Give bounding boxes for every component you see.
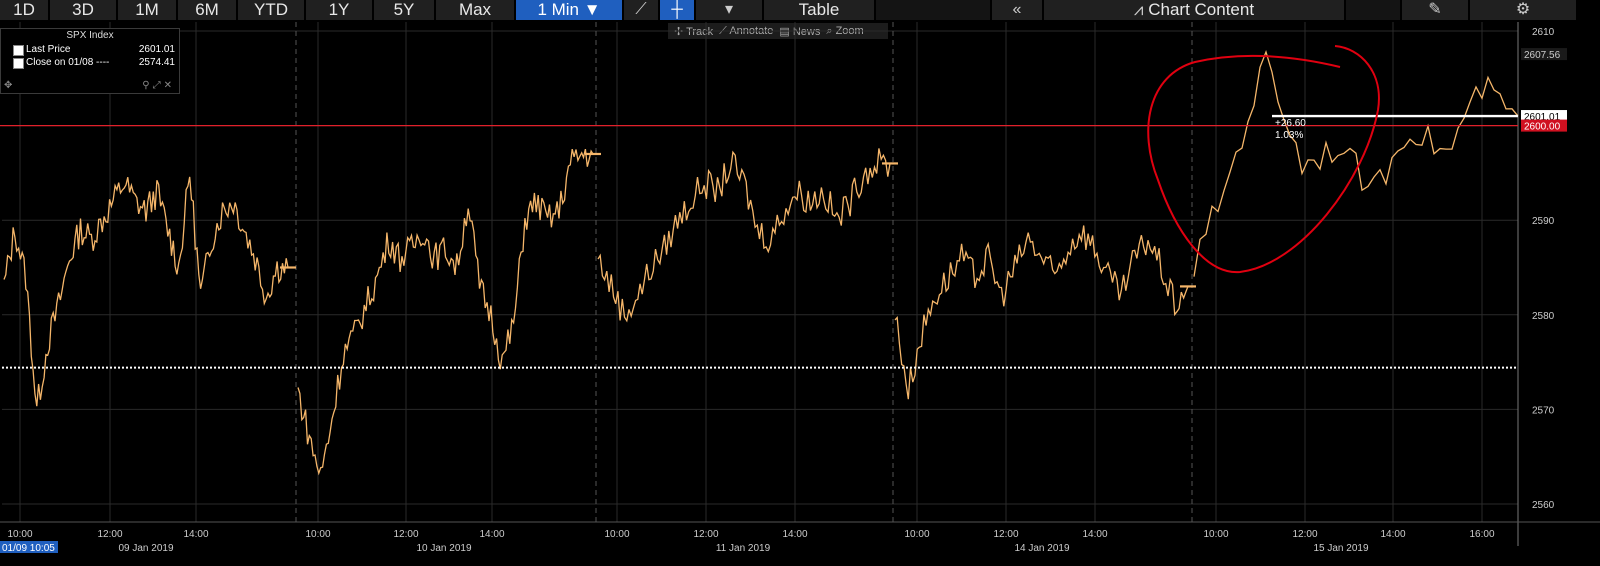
edit-icon[interactable]: ✎	[1402, 0, 1468, 20]
checkbox[interactable]	[13, 45, 24, 56]
price-series-line	[297, 148, 594, 476]
top-price-badge: 2607.56	[1524, 50, 1561, 61]
range-button-6m[interactable]: 6M	[178, 0, 236, 20]
range-button-1y[interactable]: 1Y	[306, 0, 372, 20]
x-tick-label: 12:00	[1292, 529, 1317, 540]
change-abs-label: +26.60	[1275, 118, 1306, 129]
x-tick-label: 14:00	[479, 529, 504, 540]
range-button-max[interactable]: Max	[436, 0, 514, 20]
table-button[interactable]: Table	[764, 0, 874, 20]
y-tick-label: 2610	[1532, 27, 1555, 38]
line-chart-icon[interactable]: ⟋	[624, 0, 658, 20]
x-tick-label: 10:00	[7, 529, 32, 540]
cursor-date-badge-bg	[0, 541, 58, 553]
x-tick-label: 14:00	[1082, 529, 1107, 540]
toolbar-spacer	[1346, 0, 1400, 20]
toolbar-spacer	[876, 0, 990, 20]
change-pct-label: 1.03%	[1275, 130, 1303, 141]
legend-tools[interactable]: ⚲⤢✕	[142, 80, 175, 91]
last-price-badge: 2601.01	[1524, 112, 1561, 123]
chart-content-label: Chart Content	[1148, 0, 1255, 19]
price-series-line	[597, 148, 891, 323]
x-tick-label: 14:00	[782, 529, 807, 540]
date-label: 14 Jan 2019	[1014, 543, 1069, 554]
more-dropdown-icon[interactable]: ▾	[696, 0, 762, 20]
toolbar: 1D 3D 1M 6M YTD 1Y 5Y Max 1 Min ▼ ⟋ ┼ ▾ Table «⩘ Char…	[0, 0, 1600, 22]
legend-value: 2574.41	[138, 57, 175, 68]
chart-icon: ⩘	[1133, 0, 1144, 19]
x-tick-label: 14:00	[183, 529, 208, 540]
range-button-1d[interactable]: 1D	[0, 0, 48, 20]
price-series-line	[894, 225, 1189, 400]
legend-value: 2601.01	[138, 44, 175, 55]
legend-box[interactable]: SPX Index Last Price 2601.01 Close on 01…	[0, 28, 180, 94]
price-series-line	[3, 176, 289, 407]
date-label: 11 Jan 2019	[716, 543, 771, 554]
x-tick-label: 10:00	[904, 529, 929, 540]
reference-level-badge: 2600.00	[1524, 122, 1561, 133]
x-tick-label: 12:00	[97, 529, 122, 540]
interval-label: 1 Min	[537, 0, 584, 19]
x-tick-label: 10:00	[604, 529, 629, 540]
legend-label: Close on 01/08 ----	[26, 57, 110, 68]
range-button-3d[interactable]: 3D	[50, 0, 116, 20]
reference-level-badge-bg	[1521, 119, 1567, 132]
x-tick-label: 10:00	[1203, 529, 1228, 540]
range-button-5y[interactable]: 5Y	[374, 0, 434, 20]
checkbox[interactable]	[13, 58, 24, 69]
legend-label: Last Price	[26, 44, 71, 55]
chart-content-button[interactable]: ⩘ Chart Content	[1044, 0, 1344, 20]
interval-dropdown[interactable]: 1 Min ▼	[516, 0, 622, 20]
y-tick-label: 2560	[1532, 500, 1555, 511]
range-button-1m[interactable]: 1M	[118, 0, 176, 20]
x-tick-label: 12:00	[693, 529, 718, 540]
cursor-date-badge: 01/09 10:05	[2, 543, 55, 554]
y-tick-label: 2580	[1532, 311, 1555, 322]
drag-handle-icon[interactable]: ✥	[4, 80, 13, 91]
date-label: 10 Jan 2019	[416, 543, 471, 554]
gear-icon[interactable]: ⚙	[1470, 0, 1576, 20]
range-button-ytd[interactable]: YTD	[238, 0, 304, 20]
x-tick-label: 12:00	[393, 529, 418, 540]
chevron-down-icon: ▼	[583, 0, 601, 19]
top-price-badge-bg	[1521, 48, 1567, 61]
x-tick-label: 10:00	[305, 529, 330, 540]
x-tick-label: 14:00	[1380, 529, 1405, 540]
date-label: 09 Jan 2019	[118, 543, 173, 554]
highlight-circle	[1147, 45, 1380, 274]
legend-row-last-price[interactable]: Last Price 2601.01	[1, 43, 179, 56]
last-price-badge-bg	[1521, 110, 1567, 123]
x-tick-label: 12:00	[993, 529, 1018, 540]
date-label: 15 Jan 2019	[1313, 543, 1368, 554]
legend-title: SPX Index	[66, 30, 114, 41]
price-series-line	[1193, 50, 1519, 277]
y-tick-label: 2590	[1532, 216, 1555, 227]
collapse-icon[interactable]: «	[992, 0, 1042, 20]
x-tick-label: 16:00	[1469, 529, 1494, 540]
y-tick-label: 2570	[1532, 405, 1555, 416]
legend-row-prev-close[interactable]: Close on 01/08 ---- 2574.41	[1, 56, 179, 69]
bar-chart-icon[interactable]: ┼	[660, 0, 694, 20]
